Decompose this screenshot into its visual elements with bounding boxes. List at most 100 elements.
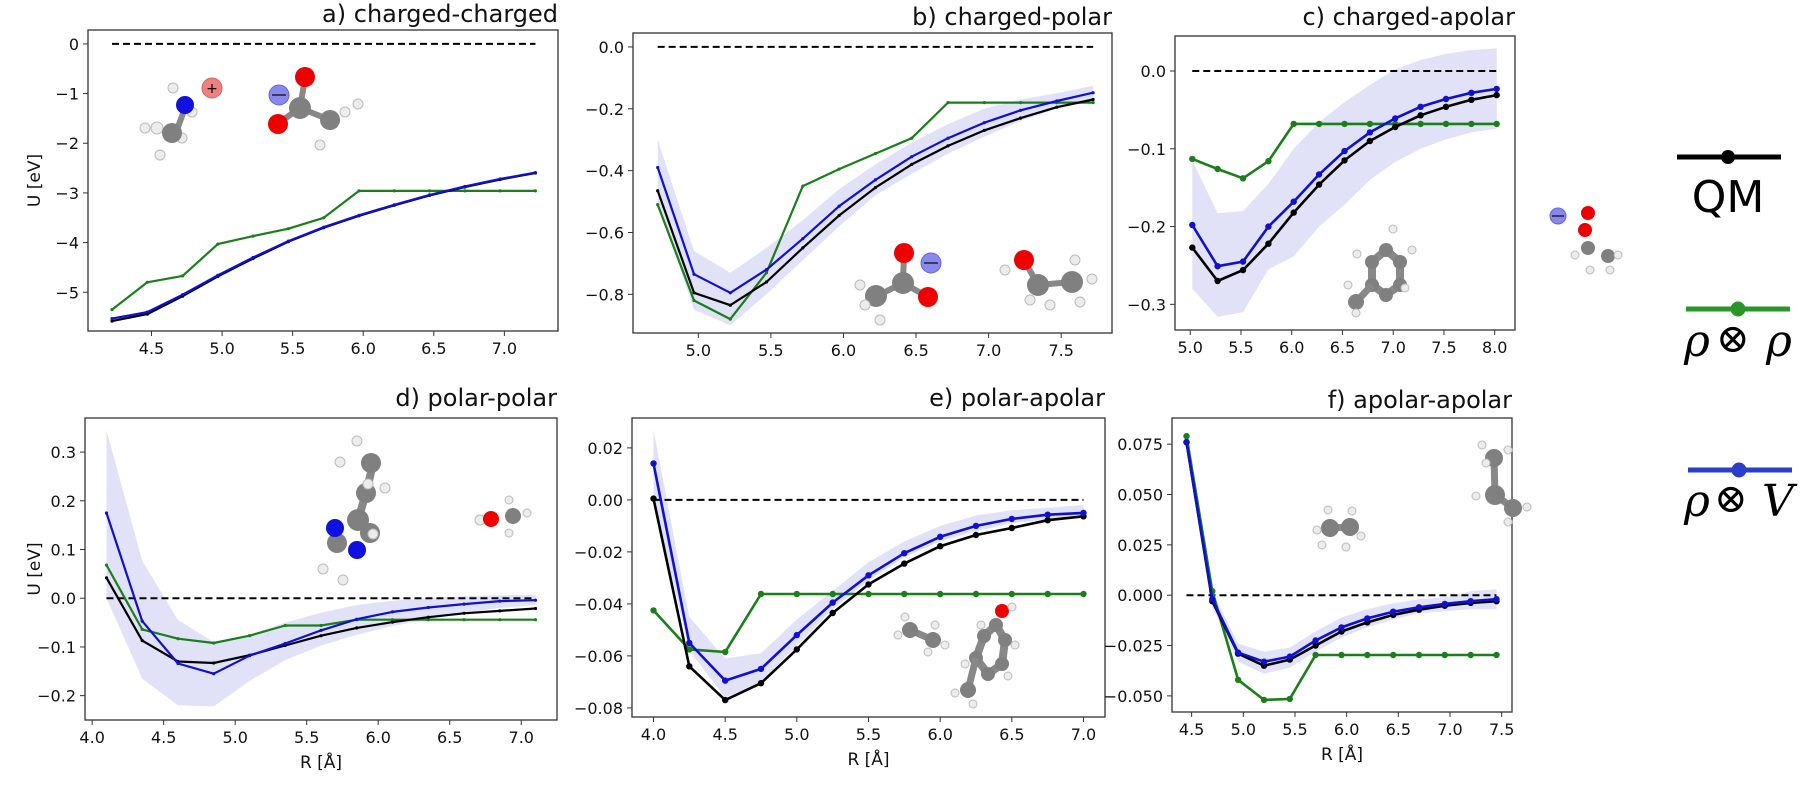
data-point-rho-v (1260, 658, 1268, 665)
x-tick-label: 6.0 (927, 725, 952, 744)
data-point-rho-rho (722, 648, 729, 656)
data-point-rho-rho (1080, 590, 1087, 598)
molecule-cresol-icon (950, 602, 1020, 709)
legend-label-qm: QM (1692, 172, 1765, 223)
x-tick-label: 6.5 (999, 725, 1024, 744)
data-point-rho-v (1019, 108, 1023, 112)
series-line-rho-rho (1185, 435, 1497, 702)
x-tick-label: 6.5 (437, 728, 462, 747)
data-point-rho-rho (1290, 120, 1297, 128)
data-point-rho-v (1044, 511, 1051, 518)
data-point-qm (498, 609, 502, 613)
data-point-rho-rho (1417, 120, 1424, 128)
data-point-rho-v (1239, 258, 1247, 265)
data-point-rho-v (251, 255, 255, 260)
y-tick-label: −0.4 (585, 162, 624, 181)
uncertainty-band (653, 429, 1084, 698)
axes-frame (84, 417, 558, 721)
data-point-rho-rho (656, 203, 660, 207)
data-point-rho-rho (216, 242, 220, 246)
data-point-qm (722, 696, 729, 704)
y-tick-label: 0.050 (1117, 486, 1163, 505)
data-point-rho-rho (1493, 120, 1500, 128)
y-tick-label: 0.02 (587, 439, 623, 458)
data-point-rho-rho (140, 627, 144, 632)
data-point-qm (1214, 277, 1221, 285)
y-tick-label: 0.075 (1117, 435, 1163, 454)
data-point-qm (426, 615, 430, 619)
axes-frame (87, 29, 559, 332)
data-point-rho-v (1265, 223, 1272, 230)
data-point-rho-rho (319, 623, 323, 628)
data-point-rho-v (355, 617, 359, 621)
data-point-rho-v (140, 619, 144, 623)
data-point-rho-v (722, 677, 729, 684)
x-tick-label: 4.5 (712, 725, 737, 744)
uncertainty-band (1186, 438, 1497, 674)
x-tick-label: 4.5 (151, 728, 176, 747)
data-point-qm (1055, 105, 1059, 109)
data-point-rho-v (216, 273, 220, 277)
data-point-rho-v (1008, 515, 1015, 523)
data-point-rho-v (1055, 99, 1059, 103)
data-point-rho-rho (251, 234, 255, 238)
data-point-qm (1468, 96, 1475, 104)
data-point-rho-v (533, 171, 538, 175)
axes-frame (1171, 417, 1513, 713)
data-point-rho-v (392, 203, 396, 207)
data-point-rho-v (910, 155, 914, 159)
data-point-rho-v (463, 184, 467, 189)
y-tick-label: 0.1 (51, 541, 76, 560)
data-point-rho-rho (533, 189, 538, 193)
x-tick-label: 7.0 (1437, 720, 1462, 739)
data-point-rho-v (1214, 263, 1221, 270)
data-point-qm (837, 213, 841, 218)
data-point-rho-v (1467, 598, 1474, 605)
data-point-rho-v (286, 239, 290, 243)
data-point-rho-v (533, 598, 538, 602)
legend-marker-rho-v (1731, 462, 1747, 478)
x-tick-label: 7.0 (976, 341, 1001, 360)
data-point-rho-v (692, 272, 696, 276)
data-point-rho-rho (390, 618, 395, 622)
y-tick-label: −5 (55, 283, 79, 302)
molecule-ethane-f2-icon (1471, 440, 1532, 527)
y-tick-label: −0.06 (574, 647, 623, 666)
y-tick-label: 0.3 (51, 443, 76, 462)
data-point-rho-v (728, 291, 732, 295)
data-point-rho-rho (757, 590, 765, 598)
x-tick-label: 7.0 (509, 728, 534, 747)
y-tick-label: −0.6 (585, 223, 624, 242)
data-point-rho-rho (145, 280, 149, 284)
data-point-qm (873, 186, 878, 190)
data-point-qm (1265, 240, 1272, 247)
x-tick-label: 5.0 (686, 341, 711, 360)
data-point-qm (212, 661, 216, 665)
molecule-methylimidazole-icon (317, 435, 391, 586)
data-point-qm (1290, 209, 1297, 216)
x-tick-label: 7.5 (1048, 341, 1073, 360)
data-point-rho-v (650, 460, 657, 467)
data-point-rho-v (1080, 509, 1087, 517)
x-tick-label: 5.0 (784, 725, 809, 744)
panel-title: e) polar-apolar (929, 384, 1105, 412)
data-point-qm (757, 680, 765, 687)
data-point-rho-rho (463, 189, 467, 193)
data-point-rho-v (176, 661, 180, 666)
axes-frame (632, 32, 1113, 334)
data-point-rho-rho (247, 634, 252, 638)
data-point-rho-v (1091, 91, 1095, 95)
x-tick-label: 8.0 (1482, 338, 1507, 357)
data-point-rho-v (1392, 115, 1399, 122)
data-point-rho-rho (946, 101, 950, 105)
legend: QM ρ ⊗ ρ ρ ⊗ V (1677, 150, 1798, 527)
molecule-methylammonium-icon: + (139, 77, 223, 161)
y-tick-label: 0.0 (1141, 62, 1166, 81)
data-point-rho-rho (1442, 120, 1450, 128)
molecule-acetate-c-icon (1549, 206, 1623, 275)
data-point-qm (801, 246, 805, 250)
y-axis-label: U [eV] (25, 542, 45, 595)
molecule-methanol-icon (474, 495, 532, 538)
x-tick-label: 6.5 (1386, 720, 1411, 739)
data-point-rho-rho (829, 590, 836, 598)
